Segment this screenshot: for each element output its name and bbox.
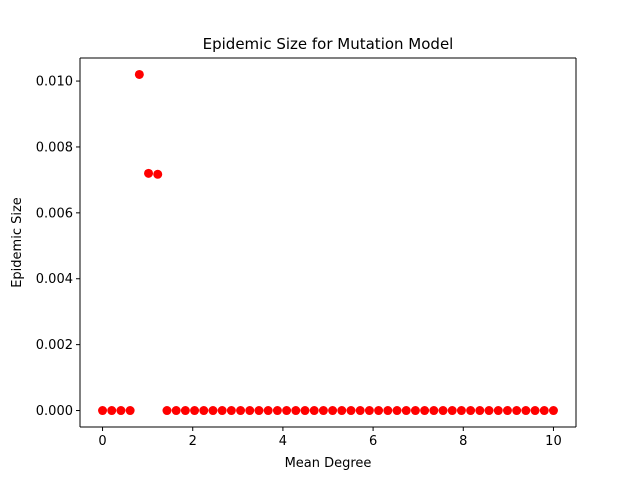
y-axis-ticks: 0.000 0.002 0.004 0.006 0.008 0.010 (36, 75, 80, 419)
data-point (346, 406, 355, 415)
data-point (521, 406, 530, 415)
data-point (199, 406, 208, 415)
data-point (245, 406, 254, 415)
data-point (135, 70, 144, 79)
data-point (383, 406, 392, 415)
x-axis-label: Mean Degree (285, 456, 372, 471)
data-point (116, 406, 125, 415)
y-tick-label: 0.000 (36, 404, 73, 419)
data-point (144, 169, 153, 178)
y-tick-label: 0.006 (36, 206, 73, 221)
data-point (153, 170, 162, 179)
y-tick-label: 0.010 (36, 75, 73, 90)
data-point (172, 406, 181, 415)
x-tick-label: 6 (369, 434, 377, 449)
data-point (457, 406, 466, 415)
data-point (439, 406, 448, 415)
data-point (411, 406, 420, 415)
data-point (374, 406, 383, 415)
data-point (282, 406, 291, 415)
y-tick-label: 0.004 (36, 272, 73, 287)
data-point (264, 406, 273, 415)
y-tick-label: 0.008 (36, 140, 73, 155)
data-point (181, 406, 190, 415)
data-point (162, 406, 171, 415)
data-point (236, 406, 245, 415)
data-point (402, 406, 411, 415)
data-point (393, 406, 402, 415)
data-point (540, 406, 549, 415)
data-point (531, 406, 540, 415)
plot-area (80, 58, 576, 427)
data-point (485, 406, 494, 415)
data-point (503, 406, 512, 415)
data-point (227, 406, 236, 415)
data-point (273, 406, 282, 415)
data-point (365, 406, 374, 415)
data-point (208, 406, 217, 415)
x-tick-label: 4 (279, 434, 287, 449)
y-tick-label: 0.002 (36, 338, 73, 353)
data-point (356, 406, 365, 415)
data-point (549, 406, 558, 415)
data-point (466, 406, 475, 415)
x-tick-label: 0 (98, 434, 106, 449)
x-tick-label: 8 (459, 434, 467, 449)
data-point (448, 406, 457, 415)
data-point (254, 406, 263, 415)
data-point (218, 406, 227, 415)
y-axis-label: Epidemic Size (10, 197, 25, 288)
chart-title: Epidemic Size for Mutation Model (203, 35, 454, 53)
data-point (512, 406, 521, 415)
data-point (301, 406, 310, 415)
data-point (494, 406, 503, 415)
data-point (420, 406, 429, 415)
data-point (190, 406, 199, 415)
data-point (291, 406, 300, 415)
data-point (98, 406, 107, 415)
data-point (328, 406, 337, 415)
data-point (107, 406, 116, 415)
x-tick-label: 2 (189, 434, 197, 449)
data-point (429, 406, 438, 415)
data-point (319, 406, 328, 415)
data-point (126, 406, 135, 415)
x-axis-ticks: 0 2 4 6 8 10 (98, 427, 561, 449)
data-point (310, 406, 319, 415)
data-point (475, 406, 484, 415)
data-point (337, 406, 346, 415)
x-tick-label: 10 (545, 434, 562, 449)
